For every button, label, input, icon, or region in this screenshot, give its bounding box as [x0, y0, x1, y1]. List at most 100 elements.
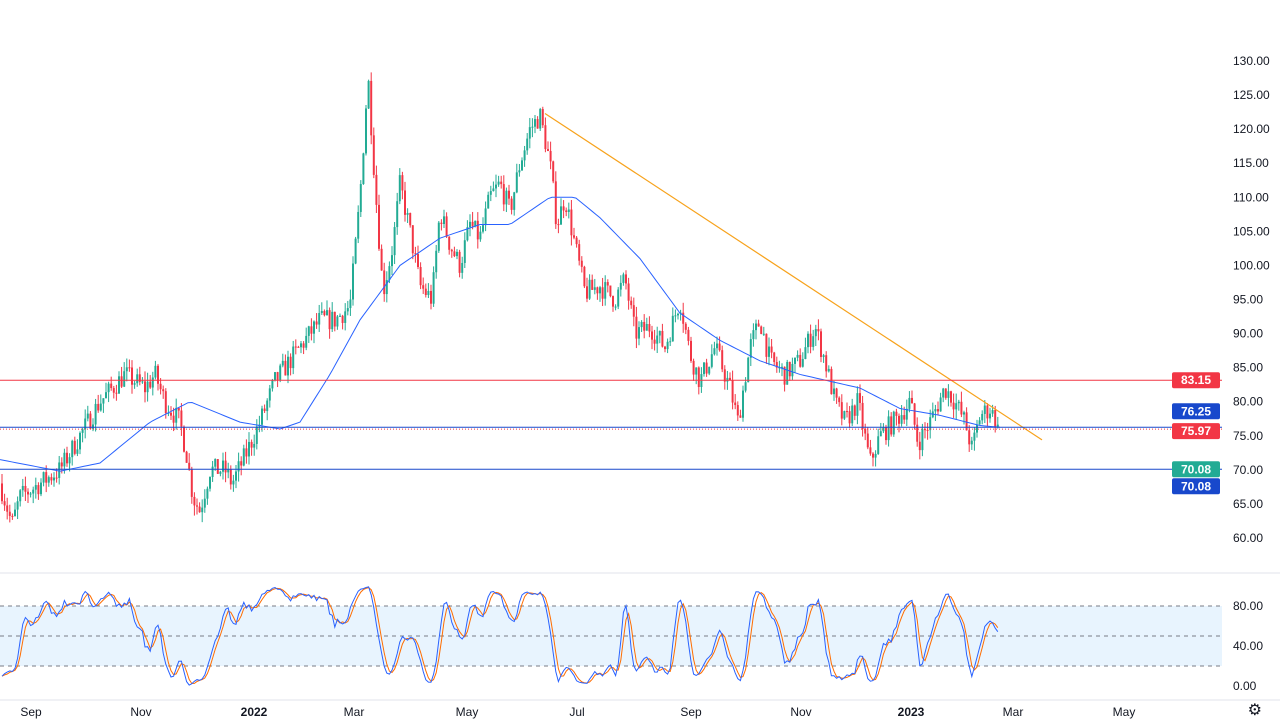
candle-body: [557, 224, 560, 226]
candle-body: [669, 341, 672, 343]
candle-body: [866, 433, 869, 448]
candle-body: [939, 397, 942, 412]
candle-body: [794, 357, 796, 364]
candle-body: [469, 221, 471, 228]
candle-body: [562, 206, 565, 211]
candle-body: [388, 266, 391, 281]
candle-body: [601, 287, 604, 299]
candle-body: [482, 225, 484, 232]
settings-gear-icon[interactable]: ⚙: [1247, 702, 1262, 719]
candle-body: [872, 453, 874, 458]
candle-body: [125, 367, 128, 372]
candle-body: [944, 388, 947, 398]
stochastic-tick-label: 40.00: [1233, 639, 1263, 653]
candle-body: [947, 391, 950, 398]
candle-body: [825, 355, 828, 372]
candle-body: [102, 398, 105, 404]
candle-body: [89, 413, 92, 429]
candle-body: [141, 381, 144, 383]
candle-body: [513, 192, 516, 210]
candle-body: [385, 280, 388, 295]
candle-body: [578, 244, 581, 261]
price-label-text: 70.08: [1181, 462, 1211, 476]
candle-body: [547, 149, 549, 151]
candle-body: [674, 315, 677, 317]
candle-body: [544, 125, 547, 150]
candle-body: [268, 388, 271, 401]
candle-body: [653, 339, 656, 344]
candle-body: [690, 340, 692, 361]
moving-average-line: [0, 196, 1001, 472]
candle-body: [994, 410, 997, 428]
candle-body: [378, 204, 380, 249]
candle-body: [765, 333, 768, 357]
candle-body: [471, 221, 474, 227]
candle-body: [458, 251, 461, 273]
candle-body: [34, 485, 37, 490]
price-tick-label: 70.00: [1233, 463, 1263, 477]
candle-body: [588, 279, 591, 299]
candle-body: [505, 190, 508, 205]
candle-body: [435, 250, 438, 273]
candle-body: [957, 401, 960, 404]
candle-body: [456, 251, 458, 257]
candle-body: [461, 262, 464, 273]
candle-body: [905, 408, 908, 420]
price-tick-label: 90.00: [1233, 327, 1263, 341]
candle-body: [274, 372, 276, 381]
candle-body: [110, 383, 113, 389]
candle-body: [510, 198, 513, 210]
candle-body: [357, 211, 360, 239]
candle-body: [846, 411, 848, 413]
candle-body: [370, 80, 373, 136]
candle-body: [609, 285, 612, 297]
candle-body: [567, 209, 570, 212]
candle-body: [697, 367, 700, 388]
candle-body: [177, 407, 180, 411]
candle-body: [791, 363, 794, 377]
candle-body: [164, 391, 167, 414]
candle-body: [32, 489, 35, 494]
candle-body: [929, 417, 932, 431]
candle-body: [294, 346, 297, 348]
candle-body: [196, 505, 198, 507]
candle-body: [996, 424, 999, 428]
candle-body: [300, 343, 302, 348]
candle-body: [19, 490, 22, 502]
candle-body: [859, 393, 861, 403]
time-tick-label: Mar: [1003, 705, 1024, 719]
candle-body: [352, 263, 354, 300]
candle-body: [489, 191, 492, 195]
candle-body: [848, 411, 851, 424]
candle-body: [895, 411, 898, 416]
candle-body: [648, 324, 651, 332]
candle-body: [55, 477, 58, 479]
candle-body: [630, 300, 633, 306]
candle-body: [664, 346, 666, 350]
candle-body: [952, 402, 955, 410]
candle-body: [341, 315, 344, 323]
candle-body: [336, 316, 339, 327]
candle-body: [292, 346, 295, 369]
candle-body: [770, 346, 773, 353]
candle-body: [365, 108, 367, 154]
candle-body: [658, 331, 661, 336]
candle-body: [643, 321, 646, 331]
candle-body: [518, 170, 521, 173]
candle-body: [253, 443, 256, 448]
candle-body: [783, 366, 786, 385]
candle-body: [752, 330, 755, 340]
price-tick-label: 120.00: [1233, 122, 1270, 136]
candle-body: [840, 402, 843, 419]
candle-body: [287, 356, 289, 376]
candle-body: [682, 312, 685, 324]
candle-body: [970, 440, 973, 445]
candle-body: [536, 119, 539, 129]
candle-body: [29, 493, 32, 495]
candle-body: [66, 452, 68, 464]
candle-body: [580, 260, 583, 267]
candle-body: [565, 210, 568, 212]
candle-body: [575, 237, 578, 245]
candle-body: [84, 418, 87, 430]
